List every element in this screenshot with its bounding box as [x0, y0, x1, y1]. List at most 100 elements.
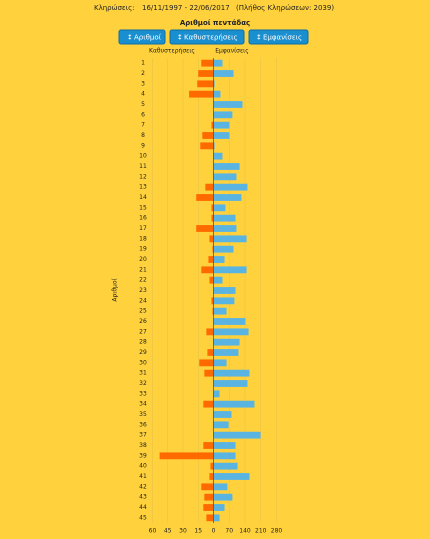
- x2-tick-label: 60: [149, 528, 157, 535]
- y-tick-label: 27: [139, 328, 147, 335]
- bar: [213, 452, 236, 460]
- y-tick-label: 35: [139, 411, 147, 418]
- button-icon: ↕: [177, 34, 183, 42]
- y-tick-label: 22: [139, 277, 147, 284]
- button-label[interactable]: Εμφανίσεις: [263, 34, 302, 42]
- y-tick-label: 23: [139, 287, 147, 294]
- bar: [213, 318, 246, 325]
- bar: [211, 204, 214, 212]
- y-tick-label: 20: [139, 256, 147, 263]
- header-label: Κληρώσεις:: [94, 4, 135, 12]
- y-tick-label: 24: [139, 297, 147, 304]
- bar: [189, 90, 214, 98]
- bar: [213, 225, 237, 232]
- y-tick-label: 18: [139, 235, 147, 242]
- bar: [213, 101, 243, 108]
- y-tick-label: 12: [139, 173, 147, 180]
- bar: [196, 225, 214, 232]
- y-tick-label: 8: [141, 132, 145, 139]
- x2-tick-label: 30: [179, 528, 187, 535]
- bar: [211, 297, 214, 305]
- y-tick-label: 9: [141, 142, 145, 149]
- bar: [213, 349, 239, 356]
- button[interactable]: ↕ Εμφανίσεις: [248, 29, 309, 45]
- bar: [213, 276, 223, 284]
- y-tick-label: 14: [139, 194, 147, 201]
- bar: [209, 276, 214, 284]
- bar: [212, 307, 214, 315]
- bar: [210, 462, 214, 470]
- y-tick-label: 7: [141, 122, 145, 129]
- y-tick-label: 2: [141, 70, 145, 77]
- bar: [213, 142, 215, 150]
- bar: [213, 111, 233, 119]
- bar: [198, 70, 214, 77]
- x2-tick-label: 45: [164, 528, 172, 535]
- button-bg[interactable]: [118, 29, 166, 45]
- y-tick-label: 41: [139, 473, 147, 480]
- y-tick-label: 16: [139, 215, 147, 222]
- y-tick-label: 43: [139, 494, 147, 501]
- y-tick-label: 10: [139, 153, 147, 160]
- y-tick-label: 44: [139, 504, 147, 511]
- bar: [213, 70, 234, 77]
- bar: [213, 173, 237, 181]
- y-tick-label: 17: [139, 225, 147, 232]
- bar: [212, 245, 214, 253]
- y-tick-label: 4: [141, 91, 145, 98]
- bar: [213, 235, 247, 243]
- x-tick-label: 210: [255, 528, 267, 535]
- bar: [213, 359, 227, 367]
- x-tick-label: 140: [239, 528, 251, 535]
- x2-tick-label: 15: [194, 528, 202, 535]
- button-icon: ↕: [256, 34, 262, 42]
- y-tick-label: 37: [139, 432, 147, 439]
- bar: [213, 90, 221, 98]
- bar: [211, 214, 214, 222]
- button[interactable]: ↕ Αριθμοί: [118, 29, 166, 45]
- bar: [199, 359, 214, 367]
- chart-title: Αριθμοί πεντάδας: [180, 19, 250, 27]
- y-axis-label: Αριθμοί: [112, 278, 119, 301]
- bar: [213, 59, 223, 67]
- button[interactable]: ↕ Καθυστερήσεις: [169, 29, 245, 45]
- bar: [213, 369, 250, 377]
- bar: [197, 80, 214, 88]
- bar: [204, 493, 214, 501]
- legend-left: Καθυστερήσεις: [149, 48, 195, 55]
- button-bg[interactable]: [248, 29, 309, 45]
- y-tick-label: 29: [139, 349, 147, 356]
- y-tick-label: 3: [141, 80, 145, 87]
- button-label[interactable]: Αριθμοί: [134, 34, 162, 42]
- bar: [213, 245, 234, 253]
- bar: [213, 421, 229, 429]
- button-bg[interactable]: [169, 29, 245, 45]
- bar: [213, 514, 220, 522]
- y-tick-label: 42: [139, 483, 147, 490]
- y-tick-label: 32: [139, 380, 147, 387]
- button-label[interactable]: Καθυστερήσεις: [184, 34, 238, 42]
- bar: [213, 504, 225, 511]
- y-tick-label: 21: [139, 266, 147, 273]
- bar: [213, 214, 236, 222]
- bar: [205, 183, 214, 191]
- bar: [213, 483, 228, 491]
- bar: [213, 80, 215, 88]
- y-tick-label: 15: [139, 204, 147, 211]
- y-tick-label: 11: [139, 163, 147, 170]
- y-tick-label: 45: [139, 514, 147, 521]
- bar: [213, 287, 236, 294]
- bar: [213, 132, 230, 139]
- bar: [213, 473, 250, 480]
- bar: [213, 163, 240, 170]
- bar: [213, 338, 240, 346]
- header-count: (Πλήθος Κληρώσεων: 2039): [236, 4, 334, 12]
- bar: [203, 442, 214, 449]
- bar: [206, 328, 214, 336]
- bar: [200, 142, 214, 150]
- x-tick-label: 70: [225, 528, 233, 535]
- y-tick-label: 40: [139, 463, 147, 470]
- bar: [202, 132, 214, 139]
- bar: [213, 431, 261, 439]
- bar: [209, 235, 214, 243]
